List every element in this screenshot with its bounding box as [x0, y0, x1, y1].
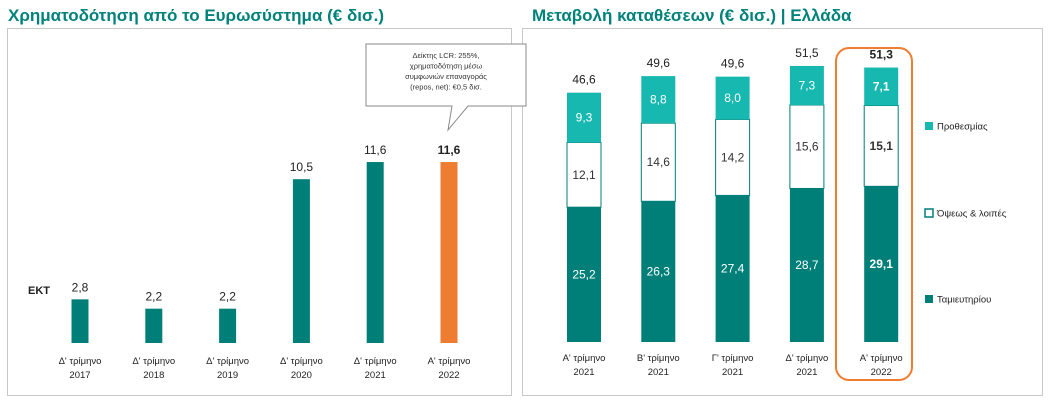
ecb-bar — [440, 162, 458, 343]
sight-deposits-segment-label: 14,6 — [647, 155, 671, 169]
legend-label: Όψεως & λοιπές — [936, 209, 1007, 220]
sight-deposits-segment-label: 15,6 — [795, 140, 819, 154]
time-deposits-segment-label: 7,3 — [799, 78, 816, 92]
highlight-frame — [835, 47, 913, 381]
savings-segment-label: 28,7 — [795, 258, 819, 272]
ecb-category-label: Α' τρίμηνο — [428, 356, 471, 367]
ecb-bar-value-label: 11,6 — [438, 143, 461, 157]
sight-deposits-segment — [789, 104, 825, 189]
deposits-category-label: Β' τρίμηνο — [637, 353, 680, 364]
ecb-bar — [292, 179, 310, 343]
deposits-category-label: Δ' τρίμηνο — [785, 353, 828, 364]
ecb-bar — [366, 162, 384, 343]
ecb-category-year: 2022 — [438, 370, 459, 381]
legend-label: Προθεσμίας — [937, 122, 988, 133]
lcr-callout-text: χρηματοδότηση μέσω — [410, 62, 483, 71]
time-deposits-segment-label: 7,1 — [873, 80, 890, 94]
ecb-series-label: ΕΚΤ — [28, 285, 50, 297]
savings-segment-label: 26,3 — [647, 265, 671, 279]
sight-deposits-segment-label: 14,2 — [721, 150, 745, 164]
ecb-category-label: Δ' τρίμηνο — [132, 356, 175, 367]
sight-deposits-segment — [863, 105, 899, 187]
ecb-category-year: 2018 — [143, 370, 164, 381]
left-chart-title: Χρηματοδότηση από το Ευρωσύστημα (€ δισ.… — [8, 6, 385, 25]
time-deposits-segment-label: 8,0 — [724, 91, 741, 105]
savings-segment-label: 25,2 — [572, 268, 596, 282]
lcr-callout-text: Δείκτης LCR: 255%, — [412, 51, 479, 60]
ecb-bar-value-label: 2,2 — [219, 290, 236, 304]
lcr-callout-box — [365, 43, 527, 132]
ecb-category-year: 2021 — [365, 370, 386, 381]
time-deposits-segment — [567, 92, 601, 143]
savings-segment-label: 29,1 — [870, 257, 894, 271]
sight-deposits-segment-label: 12,1 — [572, 168, 596, 182]
legend-swatch — [924, 208, 934, 218]
sight-deposits-segment — [640, 122, 676, 202]
sight-deposits-segment — [715, 118, 751, 196]
legend-swatch — [925, 122, 933, 130]
time-deposits-segment — [641, 76, 676, 124]
time-deposits-segment-label: 9,3 — [576, 111, 593, 125]
ecb-category-year: 2019 — [217, 370, 238, 381]
legend-label: Ταμιευτηρίου — [937, 295, 991, 306]
ecb-bar-value-label: 2,8 — [72, 280, 89, 294]
ecb-category-label: Δ' τρίμηνο — [59, 356, 102, 367]
deposits-total-label: 51,3 — [870, 48, 894, 62]
ecb-bar — [219, 308, 237, 343]
deposits-category-year: 2021 — [722, 367, 743, 378]
savings-segment — [789, 188, 824, 342]
deposits-category-label: Α' τρίμηνο — [563, 353, 606, 364]
right-chart-title: Μεταβολή καταθέσεων (€ δισ.) | Ελλάδα — [532, 6, 852, 25]
deposits-category-label: Γ' τρίμηνο — [712, 353, 754, 364]
time-deposits-segment — [864, 67, 899, 106]
ecb-category-label: Δ' τρίμηνο — [206, 356, 249, 367]
deposits-category-year: 2021 — [648, 367, 669, 378]
lcr-callout-text: (repos, net): €0,5 δισ. — [410, 83, 482, 92]
deposits-category-label: Α' τρίμηνο — [860, 353, 903, 364]
savings-segment — [641, 201, 676, 342]
savings-segment-label: 27,4 — [721, 262, 745, 276]
ecb-bar-value-label: 10,5 — [290, 160, 314, 174]
deposits-category-year: 2021 — [573, 367, 594, 378]
deposits-total-label: 46,6 — [572, 73, 596, 87]
deposits-category-year: 2022 — [871, 367, 892, 378]
lcr-callout-text: συμφωνιών επαναγοράς — [405, 72, 487, 81]
ecb-category-label: Δ' τρίμηνο — [280, 356, 323, 367]
legend-swatch — [925, 295, 933, 303]
savings-segment — [864, 186, 899, 342]
deposits-total-label: 49,6 — [647, 56, 671, 70]
deposits-category-year: 2021 — [796, 367, 817, 378]
sight-deposits-segment-label: 15,1 — [870, 139, 894, 153]
time-deposits-segment-label: 8,8 — [650, 93, 667, 107]
savings-segment — [567, 207, 601, 342]
ecb-category-label: Δ' τρίμηνο — [354, 356, 397, 367]
deposits-total-label: 49,6 — [721, 57, 745, 71]
time-deposits-segment — [789, 65, 824, 105]
ecb-category-year: 2020 — [291, 370, 312, 381]
ecb-bar-value-label: 11,6 — [364, 143, 387, 157]
savings-segment — [715, 195, 750, 342]
time-deposits-segment — [715, 76, 750, 120]
ecb-bar-value-label: 2,2 — [145, 290, 162, 304]
deposits-total-label: 51,5 — [795, 46, 819, 60]
ecb-bar — [71, 299, 89, 343]
ecb-category-year: 2017 — [69, 370, 90, 381]
right-chart-frame — [522, 28, 1043, 396]
sight-deposits-segment — [566, 141, 602, 208]
ecb-bar — [145, 308, 163, 343]
